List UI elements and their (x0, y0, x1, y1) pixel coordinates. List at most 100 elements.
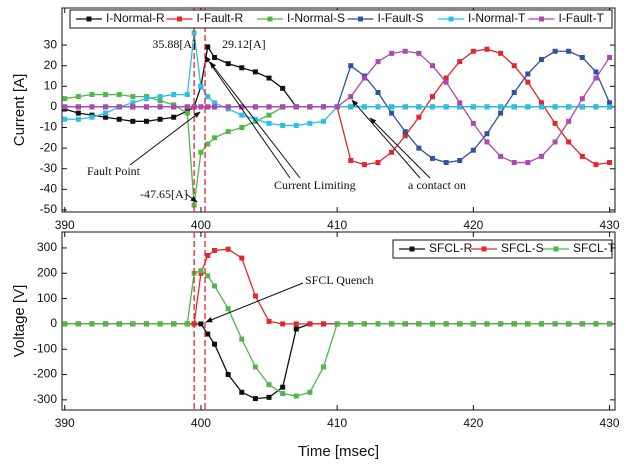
data-point (184, 110, 190, 116)
data-point (75, 94, 81, 100)
data-point (525, 321, 531, 327)
data-point (402, 321, 408, 327)
annotation-arrow (205, 282, 304, 323)
data-point (266, 394, 272, 400)
data-point (239, 65, 245, 71)
data-point (511, 63, 517, 69)
data-point (498, 321, 504, 327)
data-point (89, 114, 95, 120)
data-point (103, 321, 109, 327)
data-point (205, 44, 211, 50)
data-point (116, 321, 122, 327)
data-point (239, 389, 245, 395)
data-point (103, 92, 109, 98)
data-point (375, 104, 381, 110)
data-point (470, 147, 476, 153)
data-point (593, 69, 599, 75)
data-point (239, 104, 245, 110)
data-point (143, 118, 149, 124)
data-point (402, 129, 408, 135)
data-point (552, 120, 558, 126)
data-point (321, 364, 327, 370)
y-tick-label: 100 (37, 291, 57, 305)
data-point (130, 321, 136, 327)
x-tick-label: 430 (600, 416, 620, 430)
y-tick-label: -30 (40, 161, 58, 175)
data-point (198, 270, 204, 276)
legend-label: SFCL-S (501, 241, 544, 255)
x-tick-label: 420 (463, 218, 483, 232)
data-point (361, 321, 367, 327)
data-point (212, 54, 218, 60)
data-point (293, 326, 299, 332)
data-point (566, 139, 572, 145)
data-point (252, 364, 258, 370)
data-point (389, 149, 395, 155)
data-point (402, 133, 408, 139)
data-point (443, 104, 449, 110)
data-point (103, 104, 109, 110)
data-point (212, 104, 218, 110)
y-tick-label: 0 (50, 99, 57, 113)
annotation: 29.12[A] (222, 37, 266, 51)
annotation-arrow (209, 61, 301, 179)
data-point (593, 321, 599, 327)
plot-area (61, 7, 616, 213)
legend-label: I-Fault-S (378, 11, 424, 25)
data-point (538, 321, 544, 327)
data-point (348, 104, 354, 110)
data-point (198, 83, 204, 89)
x-tick-label: 400 (191, 416, 211, 430)
y-tick-label: 0 (50, 316, 57, 330)
data-point (402, 48, 408, 54)
data-point (252, 104, 258, 110)
data-point (416, 114, 422, 120)
data-point (307, 120, 313, 126)
data-point (484, 321, 490, 327)
legend-label: I-Normal-R (106, 11, 165, 25)
y-tick-label: -200 (33, 367, 57, 381)
data-point (470, 104, 476, 110)
data-point (116, 116, 122, 122)
data-point (266, 75, 272, 81)
data-point (266, 104, 272, 110)
legend-marker (177, 16, 182, 22)
data-point (348, 321, 354, 327)
data-point (498, 110, 504, 116)
data-point (607, 160, 613, 166)
data-point (389, 321, 395, 327)
annotation: Current Limiting (274, 178, 356, 192)
data-point (225, 129, 231, 135)
data-point (457, 104, 463, 110)
data-point (130, 94, 136, 100)
data-point (103, 114, 109, 120)
y-axis-label: Current [A] (11, 74, 28, 147)
data-point (593, 104, 599, 110)
data-point (579, 321, 585, 327)
data-point (266, 120, 272, 126)
series-line (64, 323, 610, 400)
data-point (280, 391, 286, 397)
data-point (470, 48, 476, 54)
data-point (429, 321, 435, 327)
data-point (293, 321, 299, 327)
data-point (116, 104, 122, 110)
legend-label: SFCL-R (429, 241, 473, 255)
data-point (205, 253, 211, 259)
legend-box (392, 239, 613, 259)
data-point (116, 92, 122, 98)
data-point (566, 321, 572, 327)
data-point (484, 131, 490, 137)
data-point (280, 321, 286, 327)
x-tick-label: 410 (327, 218, 347, 232)
x-tick-label: 430 (600, 218, 620, 232)
data-point (239, 255, 245, 261)
legend-box (69, 9, 613, 29)
x-tick-label: 400 (191, 218, 211, 232)
y-tick-label: -10 (40, 120, 58, 134)
data-point (538, 100, 544, 106)
data-point (579, 104, 585, 110)
legend-marker (448, 16, 454, 22)
data-point (171, 114, 177, 120)
